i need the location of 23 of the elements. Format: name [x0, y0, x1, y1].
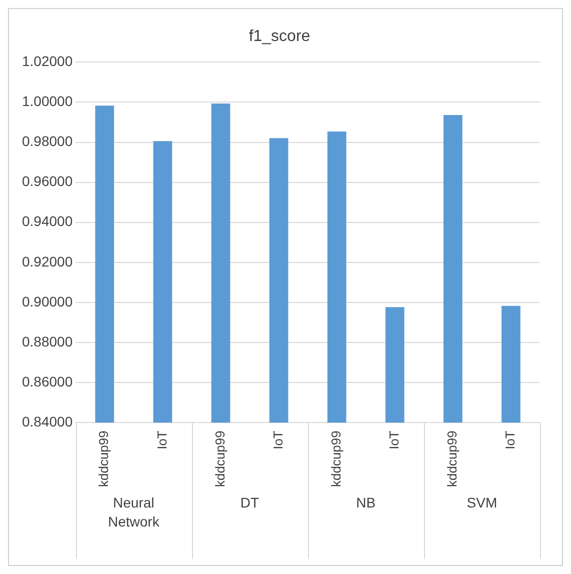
x-tick-label: kddcup99 [444, 430, 460, 488]
y-tick-label: 1.02000 [22, 53, 73, 70]
x-tick-label: IoT [502, 430, 518, 450]
chart-title: f1_score [248, 28, 310, 46]
text: DT [240, 494, 260, 510]
y-tick-label: 0.92000 [22, 253, 73, 270]
y-tick-label: 0.88000 [22, 333, 73, 350]
x-tick-label: IoT [386, 430, 402, 450]
x-tick-label: IoT [270, 430, 286, 450]
y-tick-label: 0.94000 [22, 213, 73, 230]
x-tick-label: kddcup99 [328, 430, 344, 488]
y-tick-label: 0.98000 [22, 133, 73, 150]
x-tick-label: kddcup99 [96, 430, 112, 488]
y-tick-label: 0.86000 [22, 373, 73, 390]
y-tick-label: 0.96000 [22, 173, 73, 190]
text: NB [356, 494, 376, 510]
y-tick-label: 0.84000 [22, 413, 73, 430]
text: SVM [466, 494, 498, 510]
y-tick-label: 0.90000 [22, 293, 73, 310]
text: Neural Network [108, 494, 160, 530]
x-tick-label: IoT [154, 430, 170, 450]
y-tick-label: 1.00000 [22, 93, 73, 110]
x-tick-label: kddcup99 [212, 430, 228, 488]
